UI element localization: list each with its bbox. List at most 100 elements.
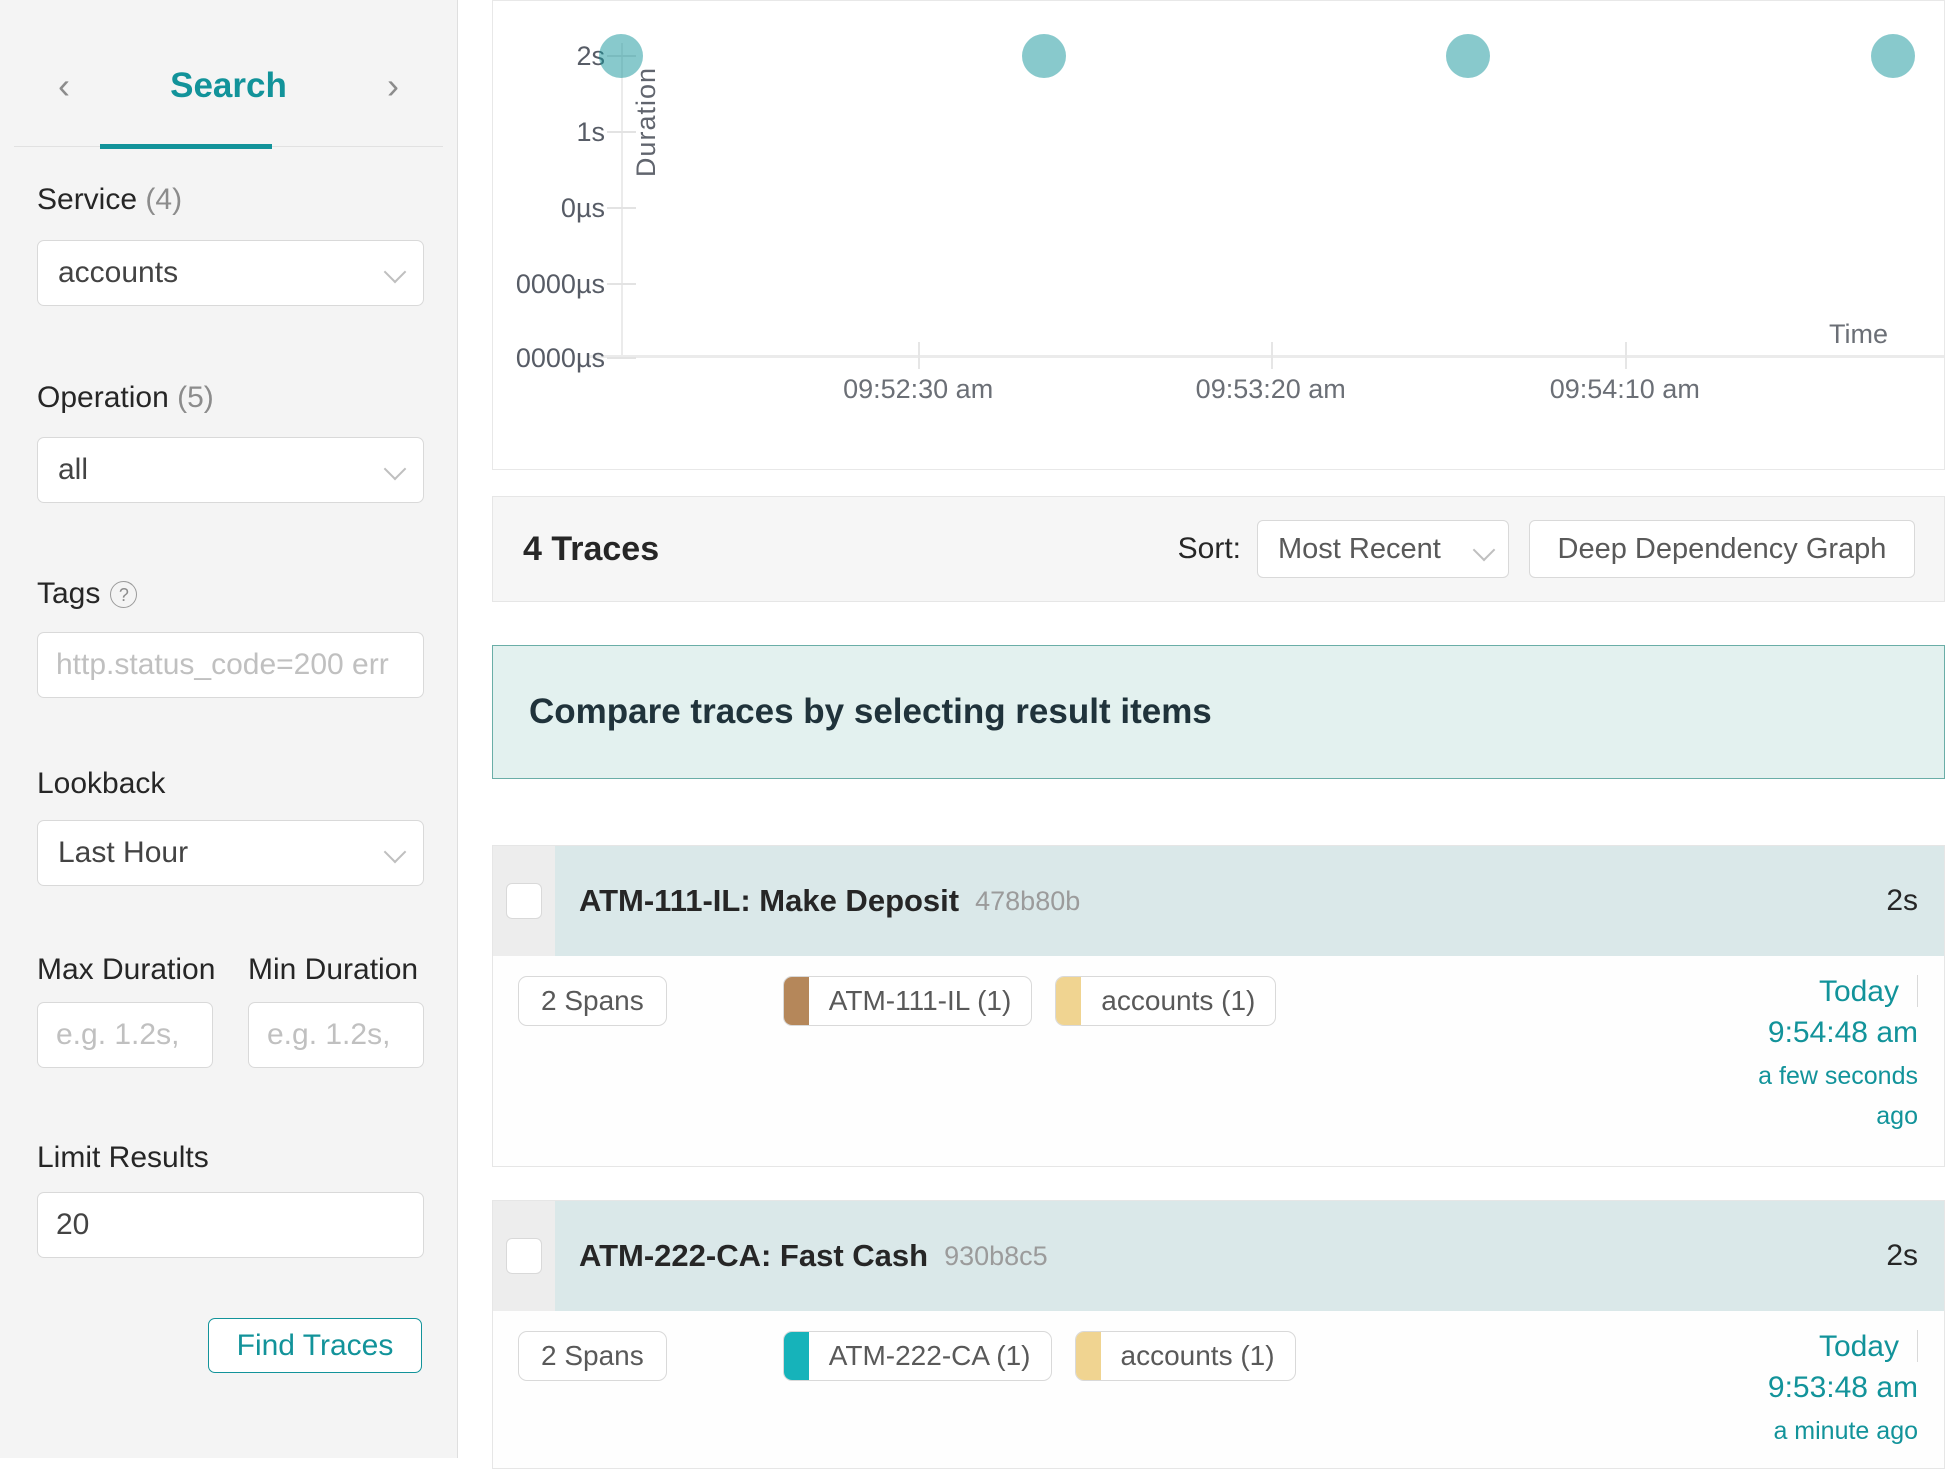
x-tick-label: 09:54:10 am [1549, 374, 1700, 404]
search-sidebar: ‹ Search › Service (4) accounts Operatio… [0, 0, 458, 1458]
trace-card: ATM-222-CA: Fast Cash 930b8c5 2s 2 Spans… [492, 1200, 1945, 1469]
trace-duration: 2s [1886, 884, 1918, 917]
service-color-swatch [783, 1332, 809, 1380]
checkbox-column [493, 1201, 555, 1311]
meta-separator [1917, 1330, 1918, 1362]
service-chip: accounts (1) [1074, 1331, 1296, 1381]
trace-id: 930b8c5 [944, 1240, 1048, 1271]
y-tick-label: 2s [576, 41, 605, 71]
trace-card-body: 2 Spans ATM-111-IL (1) accounts (1) Toda… [493, 956, 1944, 1166]
trace-card-body: 2 Spans ATM-222-CA (1) accounts (1) Toda… [493, 1311, 1944, 1468]
sort-label: Sort: [1177, 532, 1241, 565]
limit-results-label: Limit Results [37, 1141, 209, 1174]
service-chip: ATM-111-IL (1) [782, 976, 1033, 1026]
operation-select-value: all [58, 453, 89, 486]
trace-relative-time: a few seconds ago [1758, 1062, 1918, 1130]
find-traces-button[interactable]: Find Traces [208, 1318, 422, 1373]
trace-date-link[interactable]: Today [1818, 1330, 1899, 1363]
max-duration-input[interactable] [37, 1002, 213, 1068]
x-tick-mark [918, 342, 921, 369]
chevron-down-icon [1472, 538, 1496, 562]
lookback-select-value: Last Hour [58, 836, 189, 869]
trace-duration: 2s [1886, 1239, 1918, 1272]
sidebar-header: ‹ Search › [0, 62, 457, 112]
deep-dependency-graph-button[interactable]: Deep Dependency Graph [1529, 520, 1915, 578]
service-chip-label: ATM-222-CA (1) [828, 1340, 1031, 1371]
trace-header-bar[interactable]: ATM-222-CA: Fast Cash 930b8c5 2s [555, 1201, 1944, 1311]
prev-tab-icon[interactable]: ‹ [58, 65, 70, 106]
help-icon[interactable]: ? [110, 581, 138, 608]
trace-meta: Today 9:53:48 am a minute ago [1768, 1327, 1918, 1451]
trace-select-checkbox[interactable] [506, 1238, 542, 1274]
trace-title: ATM-111-IL: Make Deposit [579, 883, 960, 918]
x-tick-mark [1270, 342, 1273, 369]
service-chip-label: ATM-111-IL (1) [828, 985, 1012, 1016]
min-duration-label: Min Duration [248, 953, 419, 986]
service-label: Service (4) [37, 183, 183, 216]
span-count-chip: 2 Spans [518, 976, 667, 1026]
service-color-swatch [1075, 1332, 1101, 1380]
service-select-value: accounts [58, 256, 179, 289]
trace-card-header[interactable]: ATM-222-CA: Fast Cash 930b8c5 2s [493, 1201, 1944, 1311]
operation-select[interactable]: all [37, 437, 424, 503]
service-select[interactable]: accounts [37, 240, 424, 306]
trace-card-header[interactable]: ATM-111-IL: Make Deposit 478b80b 2s [493, 846, 1944, 956]
lookback-label: Lookback [37, 767, 166, 800]
y-tick-mark [607, 357, 636, 359]
trace-header-bar[interactable]: ATM-111-IL: Make Deposit 478b80b 2s [555, 846, 1944, 956]
lookback-select[interactable]: Last Hour [37, 820, 424, 886]
y-tick-mark [607, 283, 636, 285]
duration-scatter-chart: 2s 1s 0µs 0000µs 0000µs 09:52:30 am 09:53:20 … [492, 0, 1945, 470]
trace-time-link[interactable]: 9:53:48 am [1767, 1371, 1918, 1404]
chevron-down-icon [383, 840, 407, 864]
compare-banner: Compare traces by selecting result items [492, 645, 1945, 779]
sort-select[interactable]: Most Recent [1257, 520, 1509, 578]
span-count-chip: 2 Spans [518, 1331, 667, 1381]
operation-label: Operation (5) [37, 381, 214, 414]
chips-row: 2 Spans ATM-111-IL (1) accounts (1) [518, 976, 1299, 1026]
trace-count: 4 Traces [523, 529, 660, 568]
compare-banner-text: Compare traces by selecting result items [529, 692, 1212, 731]
service-chip-label: accounts (1) [1120, 1340, 1275, 1371]
trace-scatter-point[interactable] [1022, 34, 1067, 78]
trace-title: ATM-222-CA: Fast Cash [579, 1238, 929, 1273]
limit-results-input[interactable] [37, 1192, 424, 1258]
y-tick-label: 1s [576, 117, 605, 147]
y-tick-label: 0000µs [515, 269, 605, 299]
results-header: 4 Traces Sort: Most Recent Deep Dependen… [492, 496, 1945, 602]
trace-id: 478b80b [975, 885, 1081, 916]
trace-select-checkbox[interactable] [506, 883, 542, 919]
y-tick-mark [607, 207, 636, 209]
tab-search[interactable]: Search [170, 66, 287, 105]
trace-date-link[interactable]: Today [1818, 975, 1899, 1008]
service-color-swatch [783, 977, 809, 1025]
y-axis-title: Duration [631, 67, 661, 178]
tags-input[interactable] [37, 632, 424, 698]
service-chip: accounts (1) [1055, 976, 1277, 1026]
chevron-down-icon [383, 457, 407, 481]
min-duration-input[interactable] [248, 1002, 424, 1068]
trace-scatter-point[interactable] [598, 34, 643, 78]
x-tick-label: 09:53:20 am [1195, 374, 1346, 404]
y-tick-label: 0000µs [515, 343, 605, 373]
y-tick-mark [607, 131, 636, 133]
service-chip: ATM-222-CA (1) [782, 1331, 1052, 1381]
trace-meta: Today 9:54:48 am a few seconds ago [1736, 972, 1918, 1136]
trace-relative-time: a minute ago [1773, 1417, 1918, 1445]
tags-label: Tags? [37, 576, 138, 612]
trace-card: ATM-111-IL: Make Deposit 478b80b 2s 2 Sp… [492, 845, 1945, 1167]
trace-result-list: ATM-111-IL: Make Deposit 478b80b 2s 2 Sp… [492, 845, 1945, 1469]
next-tab-icon[interactable]: › [387, 65, 399, 106]
sort-select-value: Most Recent [1278, 532, 1441, 565]
x-axis-title: Time [1829, 319, 1888, 349]
active-tab-underline [100, 144, 272, 149]
meta-separator [1917, 975, 1918, 1007]
chevron-down-icon [383, 260, 407, 284]
trace-scatter-point[interactable] [1446, 34, 1491, 78]
trace-scatter-point[interactable] [1871, 34, 1916, 78]
trace-time-link[interactable]: 9:54:48 am [1767, 1016, 1918, 1049]
checkbox-column [493, 846, 555, 956]
chips-row: 2 Spans ATM-222-CA (1) accounts (1) [518, 1331, 1319, 1381]
max-duration-label: Max Duration [37, 953, 216, 986]
main-content: 2s 1s 0µs 0000µs 0000µs 09:52:30 am 09:53:20 … [492, 0, 1945, 1469]
